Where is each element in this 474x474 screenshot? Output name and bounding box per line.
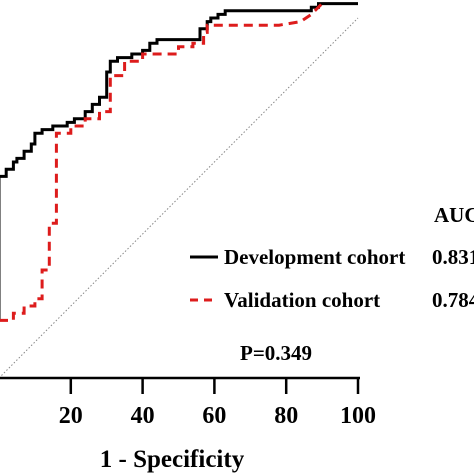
reference-diagonal-line: [0, 17, 359, 378]
legend-item-validation: Validation cohort 0.784: [190, 288, 474, 312]
x-axis-ticks: 20 40 60 80 100: [59, 378, 376, 429]
legend-header: AUC: [434, 203, 474, 227]
x-tick-label-80: 80: [274, 403, 298, 429]
x-tick-label-100: 100: [340, 403, 376, 429]
development-cohort-curve: [0, 2, 358, 321]
legend-auc-validation: 0.784: [432, 288, 474, 312]
legend-item-development: Development cohort 0.831: [190, 245, 474, 269]
x-axis-label: 1 - Specificity: [100, 446, 245, 473]
series-layer: [0, 2, 358, 322]
legend-label-development: Development cohort: [224, 245, 405, 269]
reference-diagonal-layer: [0, 17, 359, 378]
p-value-text: P=0.349: [240, 341, 312, 365]
validation-cohort-curve: [0, 2, 324, 322]
legend-auc-development: 0.831: [432, 245, 474, 269]
legend-label-validation: Validation cohort: [224, 288, 380, 312]
x-tick-label-40: 40: [131, 403, 155, 429]
x-tick-label-60: 60: [202, 403, 226, 429]
x-tick-label-20: 20: [59, 403, 83, 429]
